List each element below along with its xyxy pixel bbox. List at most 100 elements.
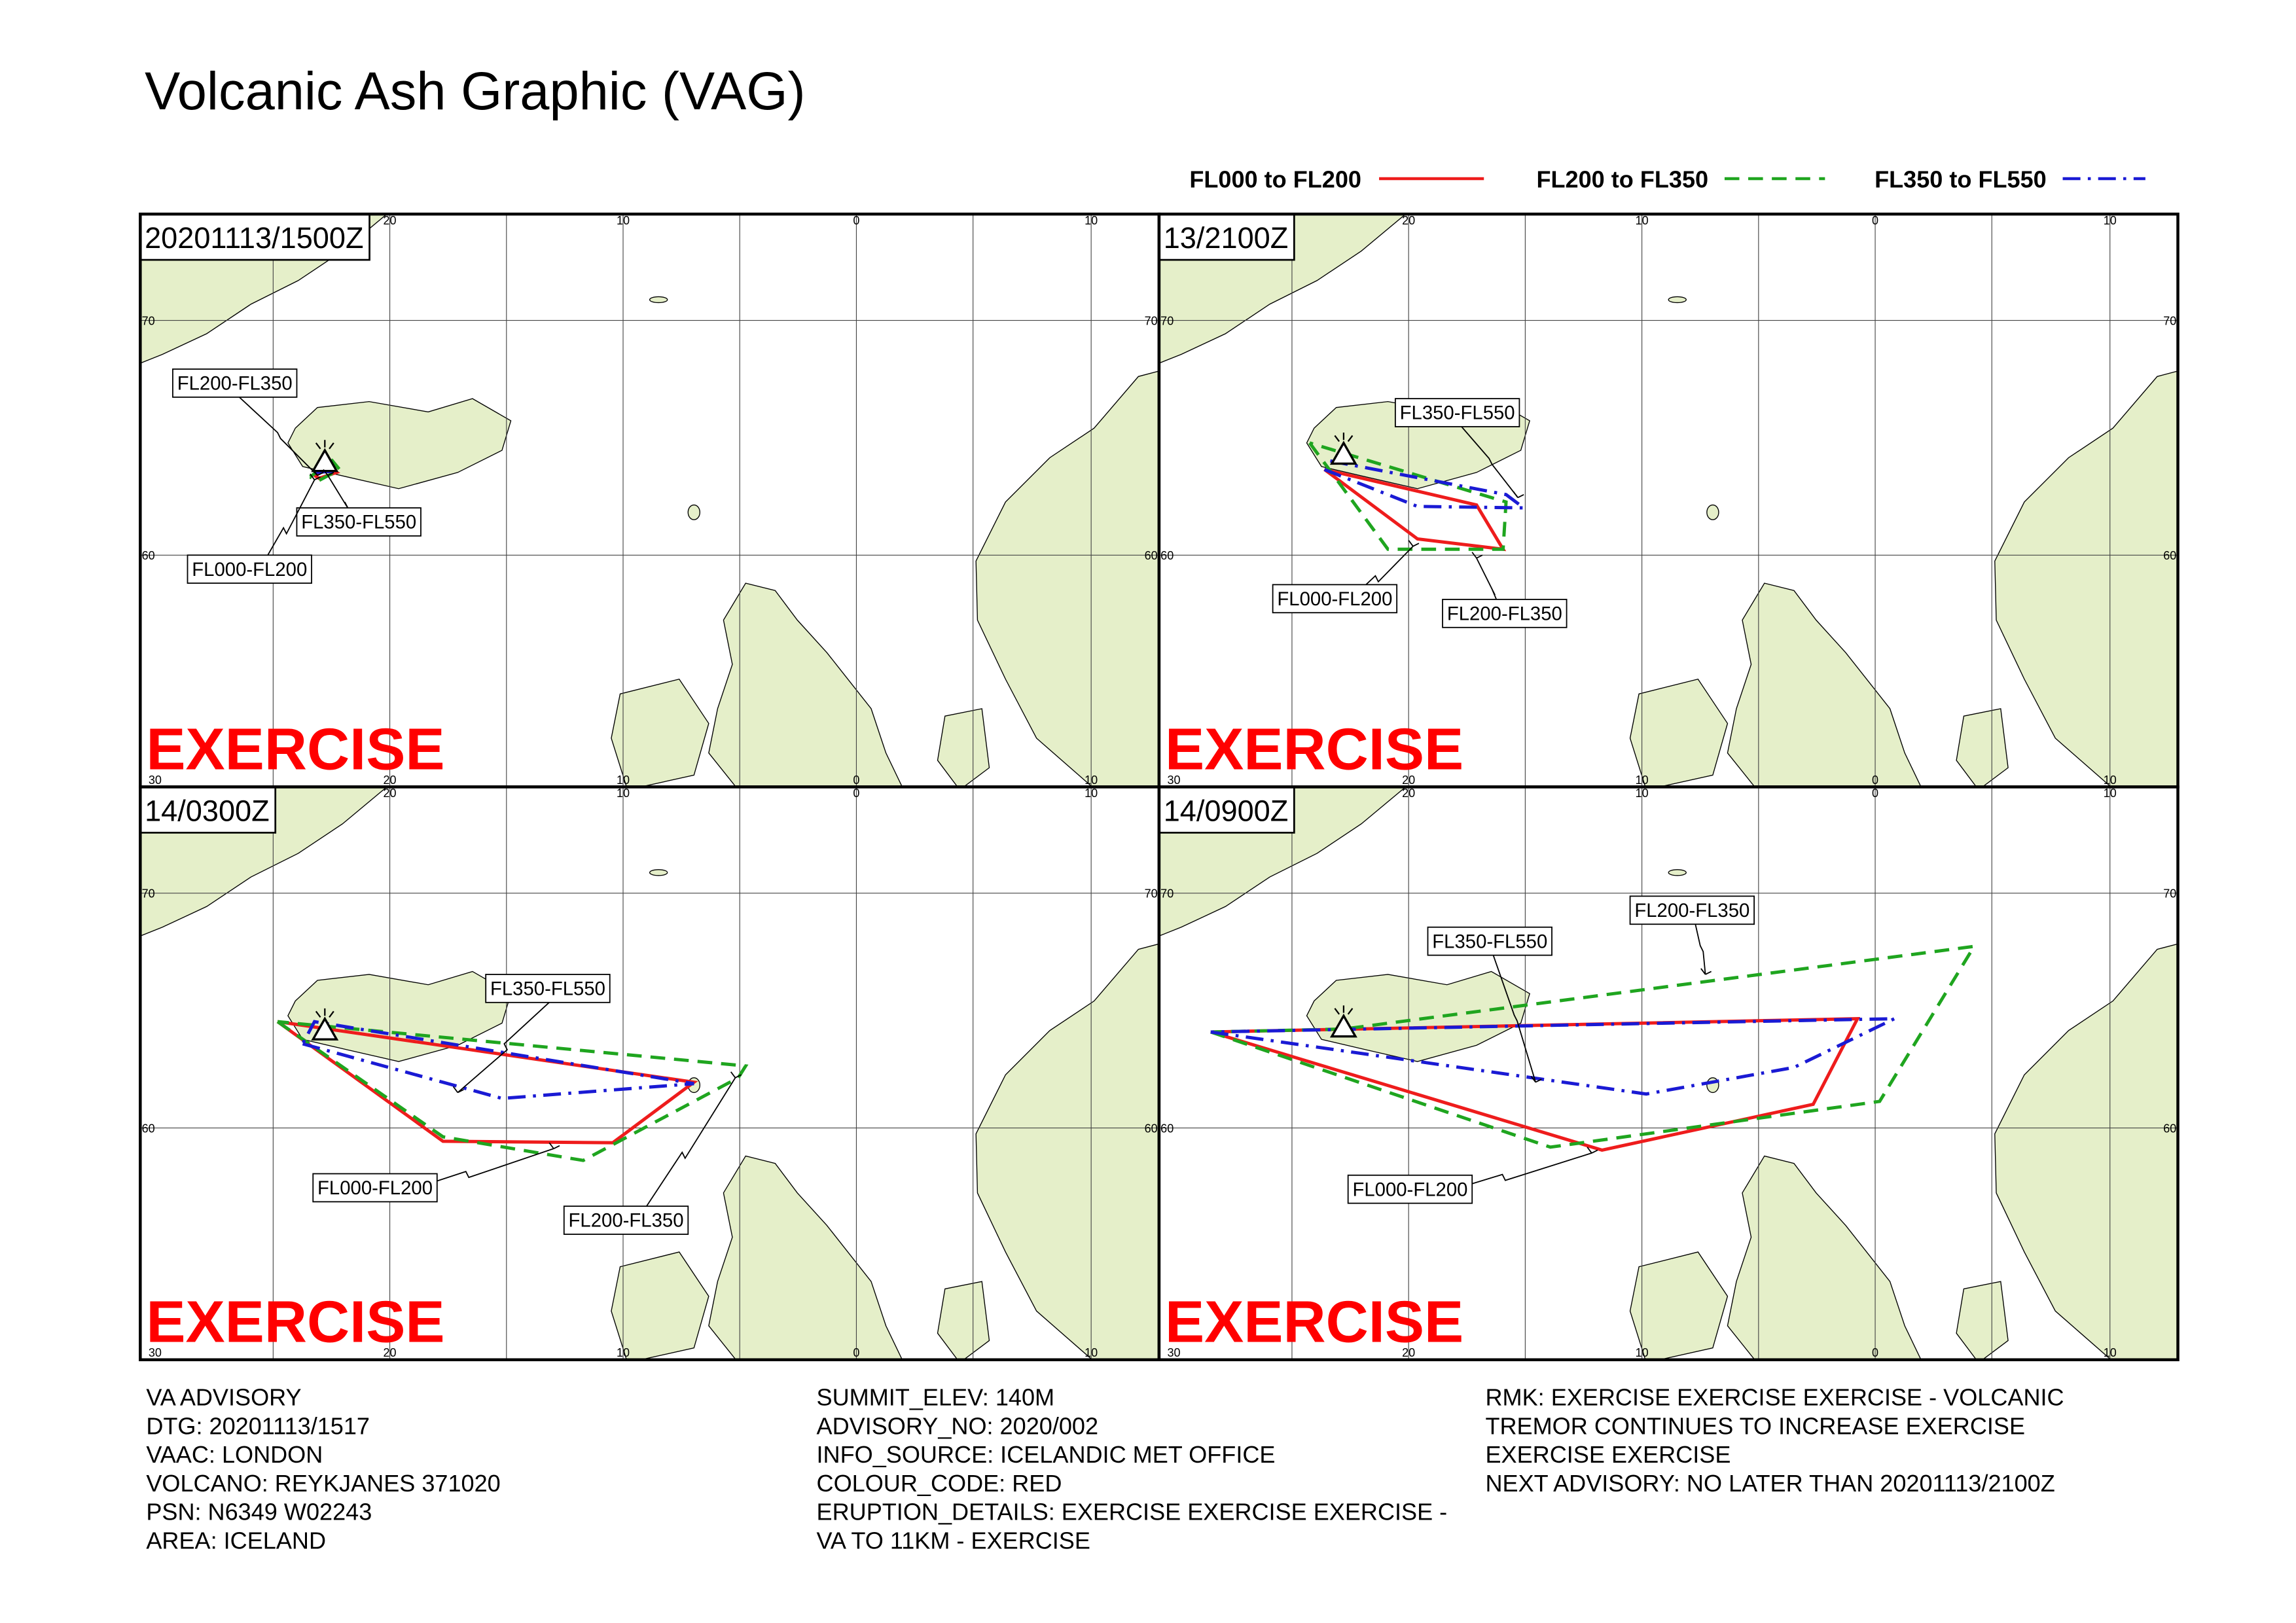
lat-label: 70 [2163, 314, 2176, 327]
advisory-line: VOLCANO: REYKJANES 371020 [146, 1470, 500, 1497]
lon-label: 20 [384, 787, 397, 800]
advisory-line: VA TO 11KM - EXERCISE [817, 1527, 1090, 1554]
time-box [1158, 787, 1295, 834]
lon-label: 20 [384, 214, 397, 227]
lon-label: 0 [1872, 1346, 1878, 1359]
lon-label: 20 [384, 774, 397, 787]
lon-label: 0 [853, 774, 859, 787]
leader-arrow [1530, 1076, 1542, 1083]
leader-arrow [1408, 540, 1420, 547]
volcano-symbol [1329, 1013, 1357, 1038]
watermark: EXERCISE [1165, 1289, 1463, 1355]
lon-label: 0 [853, 787, 859, 800]
advisory-line: PSN: N6349 W02243 [146, 1499, 372, 1525]
lon-label: 10 [2104, 787, 2117, 800]
lon-label: 10 [2104, 774, 2117, 787]
time-box [140, 214, 370, 261]
lon-label: 10 [1636, 1346, 1649, 1359]
lon-label: 10 [617, 1346, 630, 1359]
advisory-line: EXERCISE EXERCISE [1485, 1441, 1731, 1468]
label-box [1272, 584, 1398, 614]
lon-label: 0 [853, 214, 859, 227]
ash-area [1323, 459, 1529, 510]
lon-label: 30 [1167, 774, 1180, 787]
advisory-line: VA ADVISORY [146, 1384, 301, 1411]
leader-line [237, 395, 318, 476]
lat-label: 70 [142, 887, 155, 901]
lon-label: 30 [1167, 1346, 1180, 1359]
lon-label: 30 [149, 1346, 162, 1359]
advisory-line: AREA: ICELAND [146, 1527, 326, 1554]
area-label: FL200-FL350 [1634, 900, 1749, 921]
leader-arrow [312, 469, 324, 476]
lon-label: 10 [2104, 1346, 2117, 1359]
lon-label: 10 [1085, 774, 1098, 787]
watermark: EXERCISE [1165, 716, 1463, 782]
lat-label: 70 [142, 314, 155, 327]
leader-arrow [548, 1142, 560, 1149]
lon-label: 10 [1636, 774, 1649, 787]
lon-label: 10 [617, 774, 630, 787]
advisory-line: TREMOR CONTINUES TO INCREASE EXERCISE [1485, 1412, 2025, 1439]
valid-time: 14/0900Z [1164, 794, 1289, 827]
volcano-rays [315, 1008, 334, 1018]
map-panel: 20 10 0 10 30 20 10 0 10 70 70 60 60 FL350-FL550 FL000… [1158, 214, 2178, 787]
legend-label: FL350 to FL550 [1874, 166, 2047, 193]
leader-line [1694, 922, 1706, 975]
area-label: FL000-FL200 [317, 1177, 433, 1199]
label-box [172, 368, 298, 398]
leader-arrow [323, 469, 334, 476]
lat-label: 60 [2163, 1122, 2176, 1135]
leader-arrow [1513, 491, 1524, 499]
lon-label: 0 [853, 1346, 859, 1359]
leader-arrow [310, 473, 321, 481]
advisory-line: ERUPTION_DETAILS: EXERCISE EXERCISE EXER… [817, 1499, 1448, 1525]
area-label: FL200-FL350 [569, 1210, 684, 1232]
leader-arrow [1700, 968, 1712, 975]
volcano-rays [1334, 433, 1354, 442]
lat-label: 60 [1160, 549, 1174, 562]
lon-label: 20 [1402, 214, 1415, 227]
label-box [296, 507, 422, 537]
lat-label: 70 [1145, 887, 1158, 901]
lon-label: 10 [617, 787, 630, 800]
lon-label: 10 [1636, 214, 1649, 227]
map-panel: 20 10 0 10 30 20 10 0 10 70 70 60 60 FL200-FL350 FL350… [1158, 787, 2178, 1360]
lat-label: 60 [1145, 549, 1158, 562]
area-label: FL000-FL200 [1352, 1179, 1467, 1200]
title: Volcanic Ash Graphic (VAG) [145, 62, 805, 121]
volcano-rays [315, 440, 334, 450]
time-box [140, 787, 277, 834]
volcano-rays [1334, 1005, 1354, 1015]
advisory-line: NEXT ADVISORY: NO LATER THAN 20201113/21… [1485, 1470, 2054, 1497]
ash-area [1210, 1017, 1861, 1152]
lon-label: 0 [1872, 787, 1878, 800]
area-label: FL350-FL550 [1400, 402, 1515, 424]
leader-arrow [452, 1086, 464, 1094]
volcano-symbol [1329, 440, 1357, 465]
lat-label: 70 [2163, 887, 2176, 901]
lon-label: 10 [617, 214, 630, 227]
lon-label: 10 [1085, 1346, 1098, 1359]
label-box [1629, 895, 1755, 925]
valid-time: 14/0300Z [145, 794, 270, 827]
label-box [1442, 599, 1568, 628]
lat-label: 60 [1160, 1122, 1174, 1135]
map-panel: 20 10 0 10 30 20 10 0 10 70 70 60 60 FL350-FL550 FL000… [140, 787, 1159, 1360]
ash-area [1210, 1017, 1895, 1096]
lon-label: 20 [384, 1346, 397, 1359]
advisory-line: COLOUR_CODE: RED [817, 1470, 1062, 1497]
area-label: FL200-FL350 [177, 373, 293, 395]
lon-label: 0 [1872, 774, 1878, 787]
panel-frame [1157, 785, 2179, 1362]
watermark: EXERCISE [146, 716, 444, 782]
label-box [187, 554, 312, 584]
lon-label: 20 [1402, 774, 1415, 787]
leader-arrow [1471, 552, 1483, 559]
label-box [563, 1205, 689, 1235]
advisory-line: VAAC: LONDON [146, 1441, 323, 1468]
lon-label: 30 [149, 774, 162, 787]
area-label: FL200-FL350 [1447, 603, 1562, 625]
legend-label: FL000 to FL200 [1189, 166, 1361, 193]
